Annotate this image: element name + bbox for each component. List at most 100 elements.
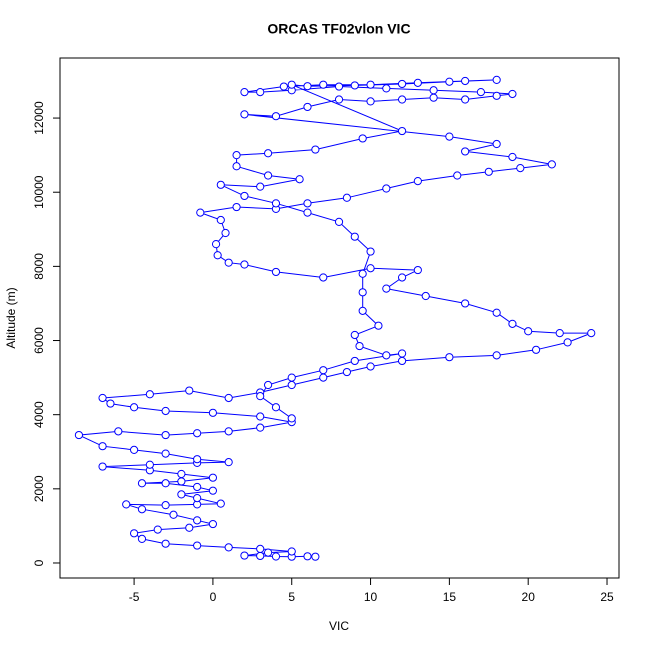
data-point: [161, 479, 170, 488]
data-point: [342, 193, 352, 202]
data-point: [587, 329, 596, 338]
data-point: [256, 182, 265, 191]
y-tick-label: 4000: [32, 401, 46, 428]
y-axis-label: Altitude (m): [4, 287, 18, 348]
data-point: [232, 202, 241, 212]
data-point: [153, 525, 162, 534]
data-point: [563, 338, 572, 347]
data-point: [74, 430, 84, 440]
data-point: [453, 171, 462, 180]
data-point: [129, 529, 139, 538]
data-point: [311, 145, 320, 154]
data-point: [547, 160, 556, 169]
x-tick-label: 10: [364, 590, 378, 604]
data-point: [256, 551, 265, 561]
data-point: [263, 171, 273, 180]
data-point: [193, 516, 202, 525]
data-point: [193, 455, 202, 464]
data-point: [211, 240, 221, 249]
data-point: [303, 102, 312, 112]
data-point: [413, 176, 422, 186]
data-point: [492, 351, 501, 360]
data-point: [279, 82, 288, 91]
data-point: [129, 403, 139, 412]
data-point: [397, 349, 407, 358]
data-point: [358, 134, 367, 143]
data-point: [177, 469, 186, 479]
data-point: [221, 228, 230, 238]
data-point: [224, 543, 233, 552]
data-point: [208, 473, 218, 482]
data-point: [145, 390, 154, 399]
data-point: [350, 330, 359, 340]
data-point: [366, 247, 375, 256]
data-point: [366, 80, 375, 89]
data-point: [319, 366, 328, 375]
data-point: [232, 151, 241, 160]
chart-title: ORCAS TF02vlon VIC: [267, 21, 410, 37]
data-point: [161, 539, 170, 548]
data-point: [303, 199, 312, 208]
data-point: [98, 393, 107, 403]
data-point: [185, 523, 194, 532]
data-point: [122, 500, 131, 509]
data-point: [508, 152, 517, 162]
data-point: [366, 264, 375, 273]
data-point: [461, 76, 470, 86]
data-point: [137, 534, 147, 543]
data-point: [492, 75, 501, 84]
data-point: [224, 393, 233, 403]
data-point: [256, 423, 265, 432]
y-tick-label: 6000: [32, 327, 46, 354]
data-point: [334, 217, 344, 226]
y-tick-label: 12000: [32, 101, 46, 135]
data-point: [213, 251, 222, 260]
data-point: [319, 373, 328, 382]
data-point: [295, 175, 304, 184]
data-point: [461, 95, 470, 104]
data-point: [169, 510, 178, 519]
data-point: [224, 458, 233, 467]
data-point: [145, 460, 154, 469]
data-point: [421, 291, 430, 301]
data-point: [303, 208, 312, 217]
data-point: [492, 91, 501, 100]
data-point: [461, 147, 470, 156]
data-point: [413, 265, 422, 275]
x-tick-label: 20: [522, 590, 536, 604]
data-point: [397, 95, 407, 104]
data-point: [240, 551, 249, 560]
y-tick-label: 10000: [32, 175, 46, 209]
data-point: [240, 88, 249, 97]
data-point: [531, 345, 541, 354]
data-point: [271, 199, 281, 208]
data-point: [366, 362, 375, 371]
y-tick-label: 8000: [32, 253, 46, 280]
x-tick-label: 15: [443, 590, 457, 604]
plot-frame: [59, 57, 620, 579]
data-point: [524, 327, 533, 336]
data-point: [358, 306, 367, 315]
data-point: [271, 552, 281, 561]
data-point: [334, 82, 344, 91]
data-point: [256, 88, 265, 97]
data-point: [334, 95, 344, 104]
x-tick-label: 5: [288, 590, 295, 604]
y-tick-label: 0: [32, 559, 46, 566]
data-point: [429, 86, 438, 95]
data-point: [193, 482, 202, 492]
data-point: [492, 308, 501, 317]
data-point: [263, 380, 273, 390]
data-point: [484, 167, 493, 176]
data-point: [445, 353, 454, 362]
x-axis-label: VIC: [329, 619, 349, 633]
data-point: [193, 429, 202, 438]
data-point: [350, 81, 359, 90]
data-point: [397, 79, 407, 89]
data-point: [445, 132, 454, 141]
data-point: [161, 430, 170, 440]
data-point: [208, 486, 218, 495]
data-point: [508, 319, 517, 328]
data-point: [224, 258, 233, 267]
